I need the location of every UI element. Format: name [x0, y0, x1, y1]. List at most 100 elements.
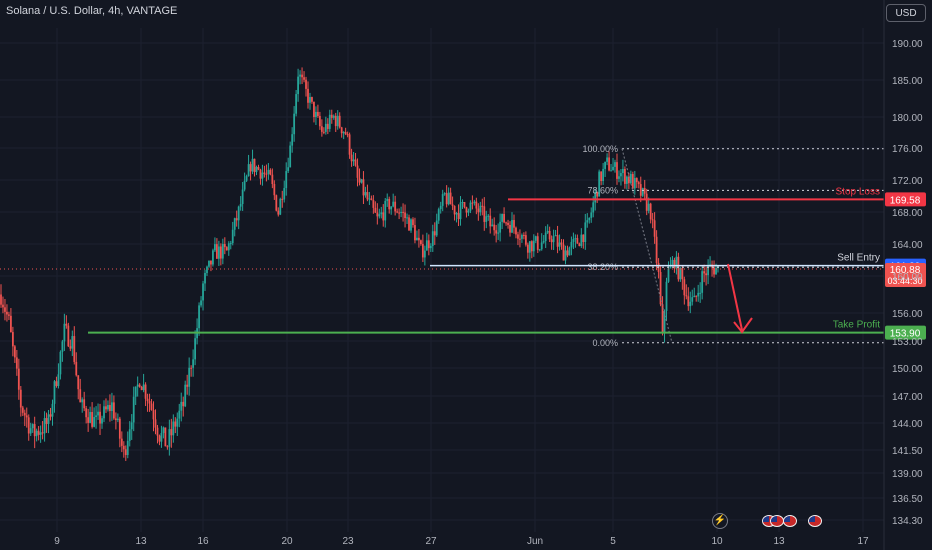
currency-button[interactable]: USD	[886, 4, 926, 22]
candle-body	[219, 246, 222, 259]
time-tick-label: 13	[135, 536, 147, 547]
candle-body	[212, 250, 214, 265]
candle-body	[477, 208, 480, 213]
candle-body	[594, 192, 597, 203]
stop-loss-price-text: 169.58	[890, 195, 921, 206]
candle-body	[269, 169, 272, 175]
candle-body	[279, 198, 282, 215]
candle-body	[461, 201, 464, 203]
time-axis: 9 13 16 20 23 27 Jun 5 10 13 17	[54, 536, 869, 547]
candle-body	[398, 212, 401, 214]
candle-body	[574, 238, 577, 240]
candle-body	[665, 281, 668, 311]
candle-body	[315, 111, 317, 118]
time-tick-label: 23	[342, 536, 354, 547]
candle-body	[259, 169, 262, 179]
candle-body	[560, 242, 563, 245]
candle-body	[166, 446, 169, 448]
candle-body	[89, 412, 92, 423]
us-flag-event-icon[interactable]	[808, 515, 822, 527]
us-flag-event-icon[interactable]	[783, 515, 797, 527]
candle-body	[118, 418, 121, 439]
lightning-icon[interactable]: ⚡	[712, 513, 728, 529]
candle-body	[188, 367, 191, 387]
symbol-title[interactable]: Solana / U.S. Dollar, 4h, VANTAGE	[6, 5, 178, 17]
candle-body	[378, 214, 381, 217]
candle-body	[57, 374, 60, 387]
candle-body	[429, 245, 432, 249]
candle-body	[146, 398, 149, 402]
candle-body	[556, 235, 559, 247]
candle-body	[649, 203, 652, 220]
candle-body	[441, 194, 444, 206]
candle-body	[37, 430, 40, 435]
candle-body	[423, 250, 426, 258]
candle-body	[200, 300, 202, 306]
candle-body	[406, 217, 408, 219]
candle-body	[10, 315, 12, 333]
candle-body	[501, 213, 504, 222]
candle-body	[697, 292, 700, 297]
candle-body	[87, 417, 90, 423]
candle-body	[340, 127, 343, 134]
price-tick-label: 168.00	[892, 208, 923, 219]
candle-body	[499, 221, 502, 233]
candle-body	[61, 341, 64, 352]
current-price-text: 160.88	[890, 265, 921, 276]
time-tick-label: 9	[54, 536, 60, 547]
candle-body	[245, 176, 248, 181]
candle-body	[346, 134, 349, 136]
candle-body	[332, 115, 335, 118]
candle-body	[427, 240, 430, 249]
fib-level-label: 0.00%	[592, 338, 618, 348]
candle-body	[465, 207, 468, 213]
candle-body	[445, 193, 448, 205]
candle-body	[681, 267, 684, 280]
candle-body	[299, 74, 301, 77]
candle-body	[645, 193, 648, 211]
fib-trend-line	[621, 148, 673, 343]
candle-body	[667, 268, 670, 282]
candle-body	[637, 182, 640, 185]
candle-body	[297, 76, 299, 95]
candle-body	[526, 244, 529, 253]
candle-body	[208, 260, 210, 267]
candle-body	[277, 210, 280, 215]
candle-body	[659, 272, 662, 305]
candle-body	[564, 250, 567, 261]
candle-body	[162, 427, 165, 434]
candle-body	[164, 427, 167, 447]
candle-body	[538, 249, 541, 251]
candle-body	[194, 338, 197, 360]
candle-body	[404, 212, 406, 218]
candle-body	[572, 239, 575, 242]
candle-body	[643, 188, 646, 194]
candle-body	[237, 206, 240, 221]
fib-level-label: 78.60%	[587, 185, 618, 195]
us-flag-event-icon[interactable]	[770, 515, 784, 527]
candle-body	[136, 384, 139, 387]
candle-body	[449, 192, 452, 205]
candle-body	[489, 215, 492, 227]
candle-body	[53, 381, 56, 404]
price-tick-label: 180.00	[892, 113, 923, 124]
candle-body	[713, 267, 715, 275]
candle-body	[109, 405, 111, 411]
candle-body	[675, 256, 678, 269]
candle-body	[396, 211, 399, 213]
candle-body	[455, 213, 458, 215]
candle-body	[95, 415, 97, 418]
candle-body	[562, 244, 565, 261]
candle-body	[435, 220, 438, 236]
fib-level-label: 100.00%	[582, 144, 618, 154]
candle-body	[629, 174, 632, 184]
candle-body	[491, 224, 494, 227]
candle-body	[463, 201, 466, 208]
candle-body	[431, 231, 434, 246]
candle-body	[354, 159, 357, 166]
candle-body	[554, 235, 557, 237]
candle-body	[602, 168, 605, 182]
candle-body	[689, 301, 692, 307]
candle-body	[320, 126, 323, 132]
